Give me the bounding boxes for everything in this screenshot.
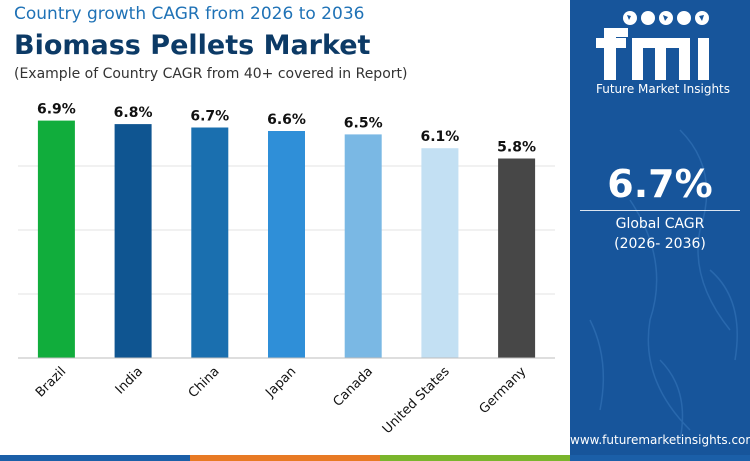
page-title: Biomass Pellets Market — [14, 30, 371, 61]
category-label: India — [113, 364, 146, 397]
data-label: 6.1% — [420, 129, 459, 145]
bar-brazil — [37, 120, 75, 358]
data-label: 6.7% — [190, 109, 229, 125]
data-label: 6.9% — [37, 102, 76, 118]
strip-segment — [380, 455, 570, 461]
data-label: 6.6% — [267, 112, 306, 128]
panel-divider — [580, 210, 740, 211]
bottom-color-strip — [0, 455, 750, 461]
fmi-logo — [596, 11, 709, 80]
bar-germany — [498, 158, 536, 358]
category-label: Japan — [262, 364, 299, 401]
header-subtitle: Country growth CAGR from 2026 to 2036 — [14, 4, 365, 24]
category-label: Canada — [330, 364, 376, 410]
category-label: Germany — [477, 364, 530, 417]
strip-segment — [190, 455, 380, 461]
global-cagr-value: 6.7% — [607, 162, 713, 206]
category-label: United States — [380, 364, 453, 437]
category-label: Brazil — [33, 364, 69, 400]
panel-background-pattern — [589, 129, 738, 441]
bar-united-states — [421, 148, 459, 358]
strip-segment — [0, 455, 190, 461]
website-link[interactable]: www.futuremarketinsights.com — [570, 433, 750, 447]
bar-canada — [344, 134, 382, 358]
bar-india — [114, 124, 152, 358]
data-label: 5.8% — [497, 140, 536, 156]
bar-chart: 6.9% Brazil 6.8% India 6.7% China 6.6% Japan 6.5… — [18, 102, 555, 437]
summary-panel: Future Market Insights 6.7% Global CAGR … — [570, 0, 750, 455]
logo-text: Future Market Insights — [596, 82, 731, 96]
global-cagr-period: (2026- 2036) — [614, 236, 706, 252]
bar-china — [191, 127, 229, 358]
data-label: 6.8% — [114, 105, 153, 121]
category-label: China — [186, 364, 223, 401]
bar-japan — [268, 131, 305, 358]
header-note: (Example of Country CAGR from 40+ covere… — [14, 66, 408, 82]
strip-segment — [570, 455, 750, 461]
data-label: 6.5% — [344, 115, 383, 131]
global-cagr-label: Global CAGR — [615, 216, 705, 232]
